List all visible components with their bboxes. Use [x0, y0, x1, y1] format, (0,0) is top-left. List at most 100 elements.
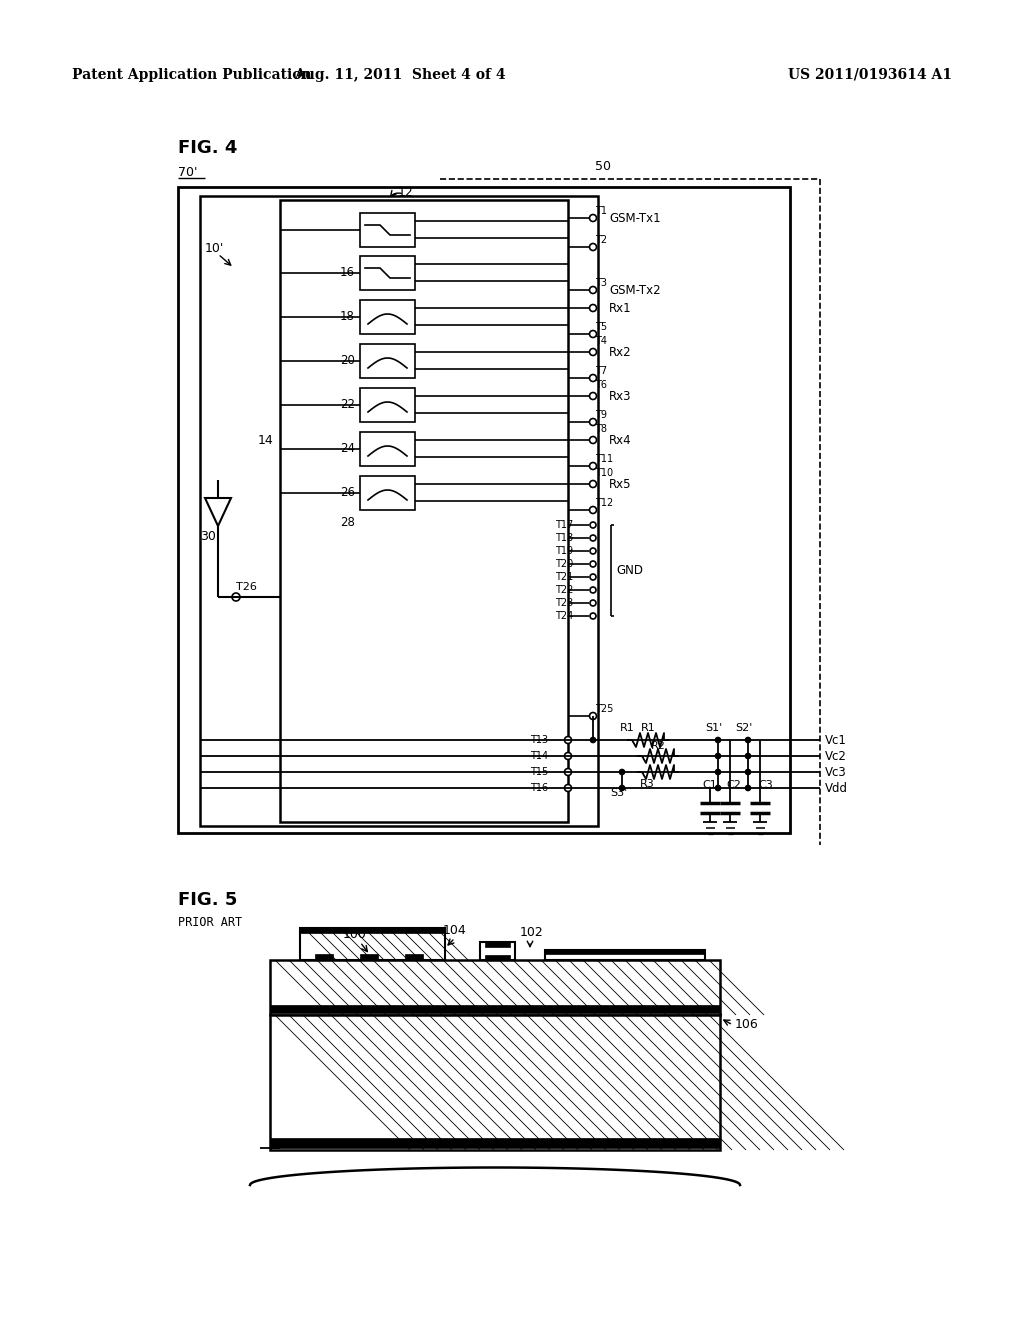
- Text: 10': 10': [205, 242, 224, 255]
- Text: 12: 12: [398, 186, 414, 199]
- Text: PRIOR ART: PRIOR ART: [178, 916, 242, 928]
- Bar: [360, 954, 378, 960]
- Text: GSM-Tx1: GSM-Tx1: [609, 211, 660, 224]
- Text: T7: T7: [595, 366, 607, 376]
- Circle shape: [590, 548, 596, 554]
- Text: R3: R3: [640, 779, 654, 789]
- Text: C2: C2: [726, 780, 741, 789]
- Bar: [360, 432, 415, 466]
- Text: 14: 14: [258, 433, 273, 446]
- Text: T18: T18: [555, 533, 573, 543]
- Text: T6: T6: [595, 380, 607, 389]
- Circle shape: [564, 752, 571, 759]
- Bar: [545, 950, 705, 954]
- Text: C3: C3: [758, 780, 773, 789]
- Circle shape: [590, 612, 596, 619]
- Text: T13: T13: [530, 735, 548, 744]
- Bar: [300, 928, 445, 933]
- Circle shape: [590, 330, 597, 338]
- Bar: [485, 954, 510, 960]
- Bar: [270, 1015, 720, 1150]
- Text: T23: T23: [555, 598, 573, 609]
- Text: T22: T22: [555, 585, 573, 595]
- Bar: [270, 960, 720, 1015]
- Text: T19: T19: [555, 546, 573, 556]
- Circle shape: [745, 754, 751, 759]
- Circle shape: [590, 418, 597, 425]
- Bar: [360, 388, 415, 422]
- Bar: [280, 201, 568, 822]
- Text: S3': S3': [610, 788, 628, 799]
- Text: GSM-Tx2: GSM-Tx2: [609, 284, 660, 297]
- Circle shape: [590, 587, 596, 593]
- Text: FIG. 4: FIG. 4: [178, 139, 238, 157]
- Text: T2: T2: [595, 235, 607, 246]
- Circle shape: [590, 437, 597, 444]
- Text: Rx1: Rx1: [609, 301, 632, 314]
- Circle shape: [590, 392, 597, 400]
- Circle shape: [591, 738, 596, 742]
- Circle shape: [716, 738, 721, 742]
- Text: FIG. 5: FIG. 5: [178, 891, 238, 909]
- Bar: [270, 1138, 720, 1148]
- Circle shape: [232, 593, 240, 601]
- Bar: [480, 942, 515, 960]
- Text: Vdd: Vdd: [825, 781, 848, 795]
- Circle shape: [620, 770, 625, 775]
- Circle shape: [590, 305, 597, 312]
- Circle shape: [564, 784, 571, 792]
- Text: 106: 106: [735, 1019, 759, 1031]
- Circle shape: [590, 286, 597, 293]
- Text: S1': S1': [706, 723, 723, 733]
- Circle shape: [590, 561, 596, 568]
- Text: 24: 24: [340, 442, 355, 455]
- Circle shape: [590, 574, 596, 579]
- Bar: [485, 942, 510, 946]
- Text: US 2011/0193614 A1: US 2011/0193614 A1: [788, 69, 952, 82]
- Bar: [360, 300, 415, 334]
- Text: 20: 20: [340, 355, 355, 367]
- Text: T11: T11: [595, 454, 613, 465]
- Text: 16: 16: [340, 267, 355, 280]
- Bar: [270, 1005, 720, 1012]
- Text: T26: T26: [236, 582, 257, 591]
- Text: 28: 28: [340, 516, 355, 528]
- Circle shape: [716, 785, 721, 791]
- Text: Vc1: Vc1: [825, 734, 847, 747]
- Text: Rx5: Rx5: [609, 478, 632, 491]
- Bar: [300, 928, 445, 960]
- Text: 50: 50: [595, 161, 611, 173]
- Text: T16: T16: [530, 783, 548, 793]
- Circle shape: [590, 348, 597, 355]
- Bar: [360, 213, 415, 247]
- Text: T14: T14: [530, 751, 548, 762]
- Text: T25: T25: [595, 704, 613, 714]
- Text: Aug. 11, 2011  Sheet 4 of 4: Aug. 11, 2011 Sheet 4 of 4: [294, 69, 506, 82]
- Text: Rx2: Rx2: [609, 346, 632, 359]
- Text: 26: 26: [340, 487, 355, 499]
- Text: T21: T21: [555, 572, 573, 582]
- Bar: [360, 345, 415, 378]
- Text: T12: T12: [595, 498, 613, 508]
- Circle shape: [590, 535, 596, 541]
- Text: T10: T10: [595, 469, 613, 478]
- Circle shape: [590, 243, 597, 251]
- Text: 18: 18: [340, 310, 355, 323]
- Circle shape: [590, 521, 596, 528]
- Text: Rx4: Rx4: [609, 433, 632, 446]
- Bar: [178, 187, 790, 833]
- Text: T24: T24: [555, 611, 573, 620]
- Text: Patent Application Publication: Patent Application Publication: [72, 69, 311, 82]
- Text: T4: T4: [595, 337, 607, 346]
- Text: Vc2: Vc2: [825, 750, 847, 763]
- Circle shape: [590, 375, 597, 381]
- Text: S2': S2': [735, 723, 753, 733]
- Circle shape: [590, 462, 597, 470]
- Circle shape: [716, 754, 721, 759]
- Text: GND: GND: [616, 564, 643, 577]
- Bar: [200, 195, 598, 826]
- Text: R2: R2: [650, 741, 666, 751]
- Circle shape: [590, 507, 597, 513]
- Text: Rx3: Rx3: [609, 389, 632, 403]
- Circle shape: [745, 738, 751, 742]
